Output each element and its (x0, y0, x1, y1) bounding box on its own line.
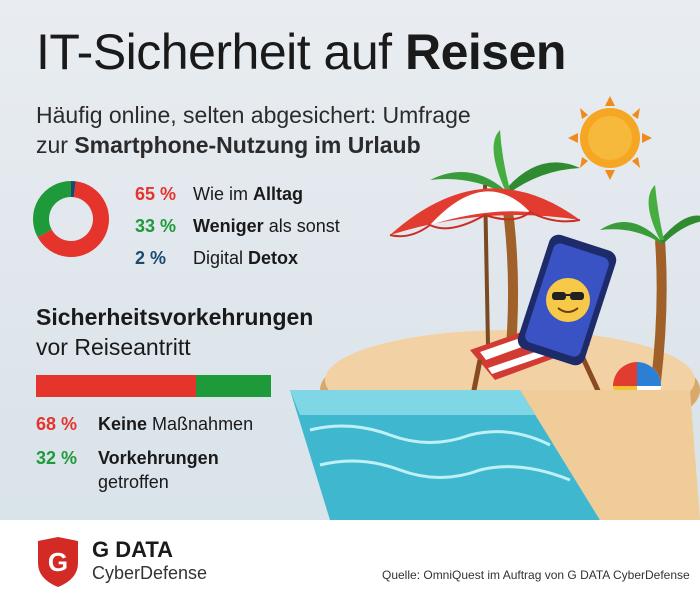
label-alltag: Wie im Alltag (193, 184, 303, 205)
subtitle-line2-bold: Smartphone-Nutzung im Urlaub (74, 132, 421, 158)
title-bold: Reisen (404, 24, 566, 80)
label-keine-bold: Keine (98, 414, 148, 434)
section2-title-regular: vor Reiseantritt (36, 334, 191, 360)
bar-segment-vorkehrungen (195, 375, 271, 397)
sunglasses-emoji-icon (546, 278, 590, 322)
label-vorkehrungen-bold: Vorkehrungen (98, 448, 219, 468)
label-keine-regular: Maßnahmen (147, 414, 254, 434)
umbrella-icon (389, 184, 581, 346)
pct-detox: 2 % (135, 247, 167, 268)
donut-chart (33, 181, 109, 257)
bar-segment-keine (36, 375, 196, 397)
label-detox: Digital Detox (193, 248, 298, 269)
brand: G DATA CyberDefense (92, 538, 207, 584)
label-vorkehrungen-regular: getroffen (98, 472, 169, 492)
brand-tagline: CyberDefense (92, 563, 208, 583)
pct-alltag: 65 % (135, 183, 177, 204)
label-alltag-bold: Alltag (253, 183, 304, 204)
label-weniger-bold: Weniger (193, 215, 264, 236)
beach-smartphone-illustration (290, 96, 700, 520)
label-detox-bold: Detox (248, 247, 299, 268)
legend-row-detox: 2 % Digital Detox (135, 242, 340, 274)
subtitle: Häufig online, selten abgesichert: Umfra… (36, 100, 556, 160)
section2-title: Sicherheitsvorkehrungen vor Reiseantritt (36, 302, 313, 362)
subtitle-line2: zur Smartphone-Nutzung im Urlaub (36, 130, 556, 160)
logo-letter: G (48, 547, 68, 577)
gdata-shield-logo: G (38, 537, 78, 587)
label-alltag-regular: Wie im (193, 183, 253, 204)
donut-legend: 65 % Wie im Alltag 33 % Weniger als sons… (135, 178, 340, 274)
pct-keine: 68 % (36, 414, 78, 434)
title-regular: IT-Sicherheit auf (36, 24, 405, 80)
legend-row-keine: 68 % Keine Maßnahmen (36, 412, 253, 436)
brand-name: G DATA (92, 537, 174, 562)
pct-vorkehrungen: 32 % (36, 448, 78, 468)
subtitle-line2-regular: zur (36, 132, 75, 158)
legend-row-alltag: 65 % Wie im Alltag (135, 178, 340, 210)
label-weniger-tail: als sonst (263, 215, 340, 236)
sand-shore (520, 390, 700, 520)
section2-title-bold: Sicherheitsvorkehrungen (36, 304, 314, 330)
legend-row-weniger: 33 % Weniger als sonst (135, 210, 340, 242)
donut-slice-weniger (33, 181, 72, 238)
label-weniger: Weniger als sonst (193, 216, 340, 237)
footer (0, 520, 700, 600)
palm-tree-right (600, 185, 700, 391)
label-vorkehrungen: Vorkehrungen getroffen (98, 446, 219, 494)
source-note: Quelle: OmniQuest im Auftrag von G DATA … (382, 568, 690, 582)
water-pool (290, 390, 600, 520)
pct-weniger: 33 % (135, 215, 177, 236)
bar-legend: 68 % Keine Maßnahmen 32 % Vorkehrungen ge… (36, 412, 253, 504)
stacked-bar (36, 375, 271, 397)
legend-row-vorkehrungen: 32 % Vorkehrungen getroffen (36, 446, 253, 494)
sun-icon (568, 96, 652, 180)
label-keine: Keine Maßnahmen (98, 412, 253, 436)
subtitle-line1: Häufig online, selten abgesichert: Umfra… (36, 102, 471, 128)
donut-slice-alltag (37, 181, 109, 257)
label-detox-regular: Digital (193, 247, 249, 268)
page-title: IT-Sicherheit auf Reisen (36, 22, 566, 82)
